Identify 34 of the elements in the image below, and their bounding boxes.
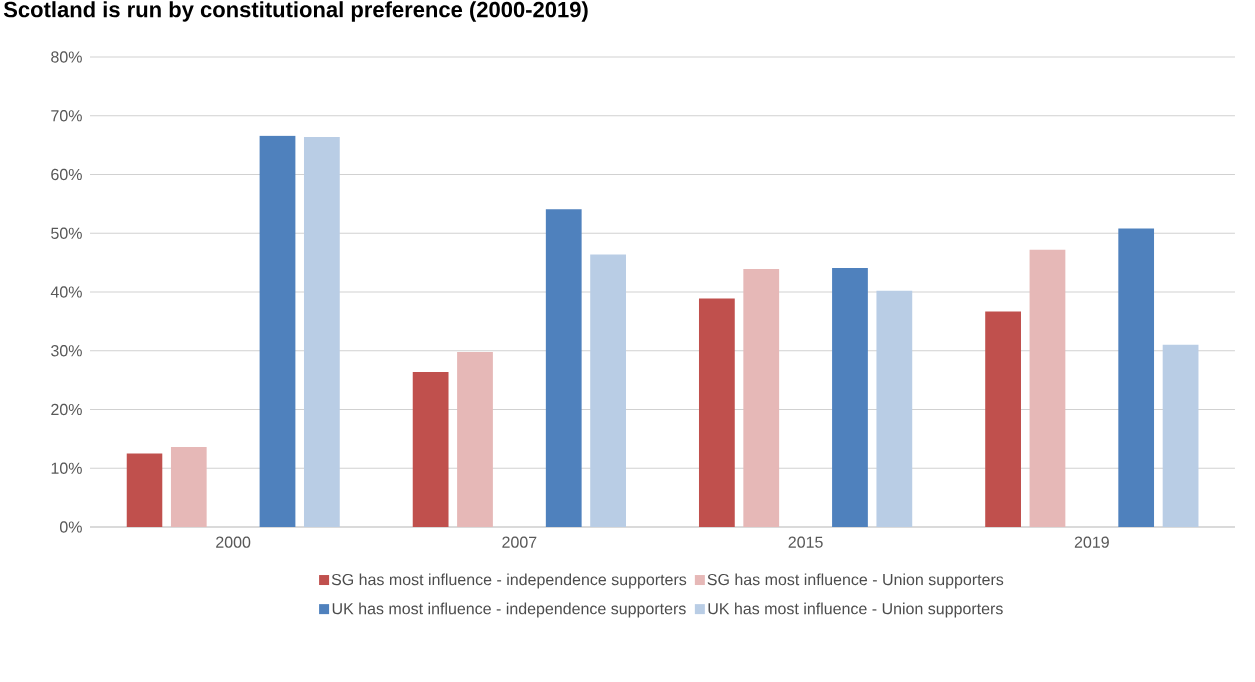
x-tick-label: 2007 [502,536,537,548]
bar [545,209,582,527]
legend-label: UK has most influence - Union supporters [708,602,1003,618]
legend-label: SG has most influence - independence supporters [331,573,687,589]
y-tick-label: 70% [51,110,82,122]
y-tick-label: 40% [50,286,82,298]
y-tick-label: 60% [51,168,82,181]
bar [590,254,626,527]
y-tick-label: 10% [51,462,82,474]
y-tick-label: 20% [51,403,82,416]
bar [170,447,207,527]
y-tick-label: 80% [51,51,82,63]
bar [259,135,296,527]
bar [412,371,449,527]
bar [985,311,1021,527]
bar [743,269,780,527]
bar [126,453,163,527]
y-tick-label: 0% [59,521,82,533]
legend-label: SG has most influence - Union supporters [707,573,1004,589]
bar [698,298,735,527]
x-tick-label: 2000 [216,536,251,548]
bar [876,290,913,527]
bar [1029,249,1066,527]
bar [1118,228,1155,527]
bar [1162,344,1199,527]
y-tick-label: 50% [51,227,82,239]
x-tick-label: 2015 [788,536,823,548]
bar [457,351,493,527]
bar [832,267,868,527]
x-tick-label: 2019 [1074,536,1109,548]
bar [303,136,340,527]
chart-title: Scotland is run by constitutional preference (2000-2019) [3,1,588,22]
legend-label: UK has most influence - independence supporters [332,602,686,618]
y-tick-label: 30% [51,345,82,357]
